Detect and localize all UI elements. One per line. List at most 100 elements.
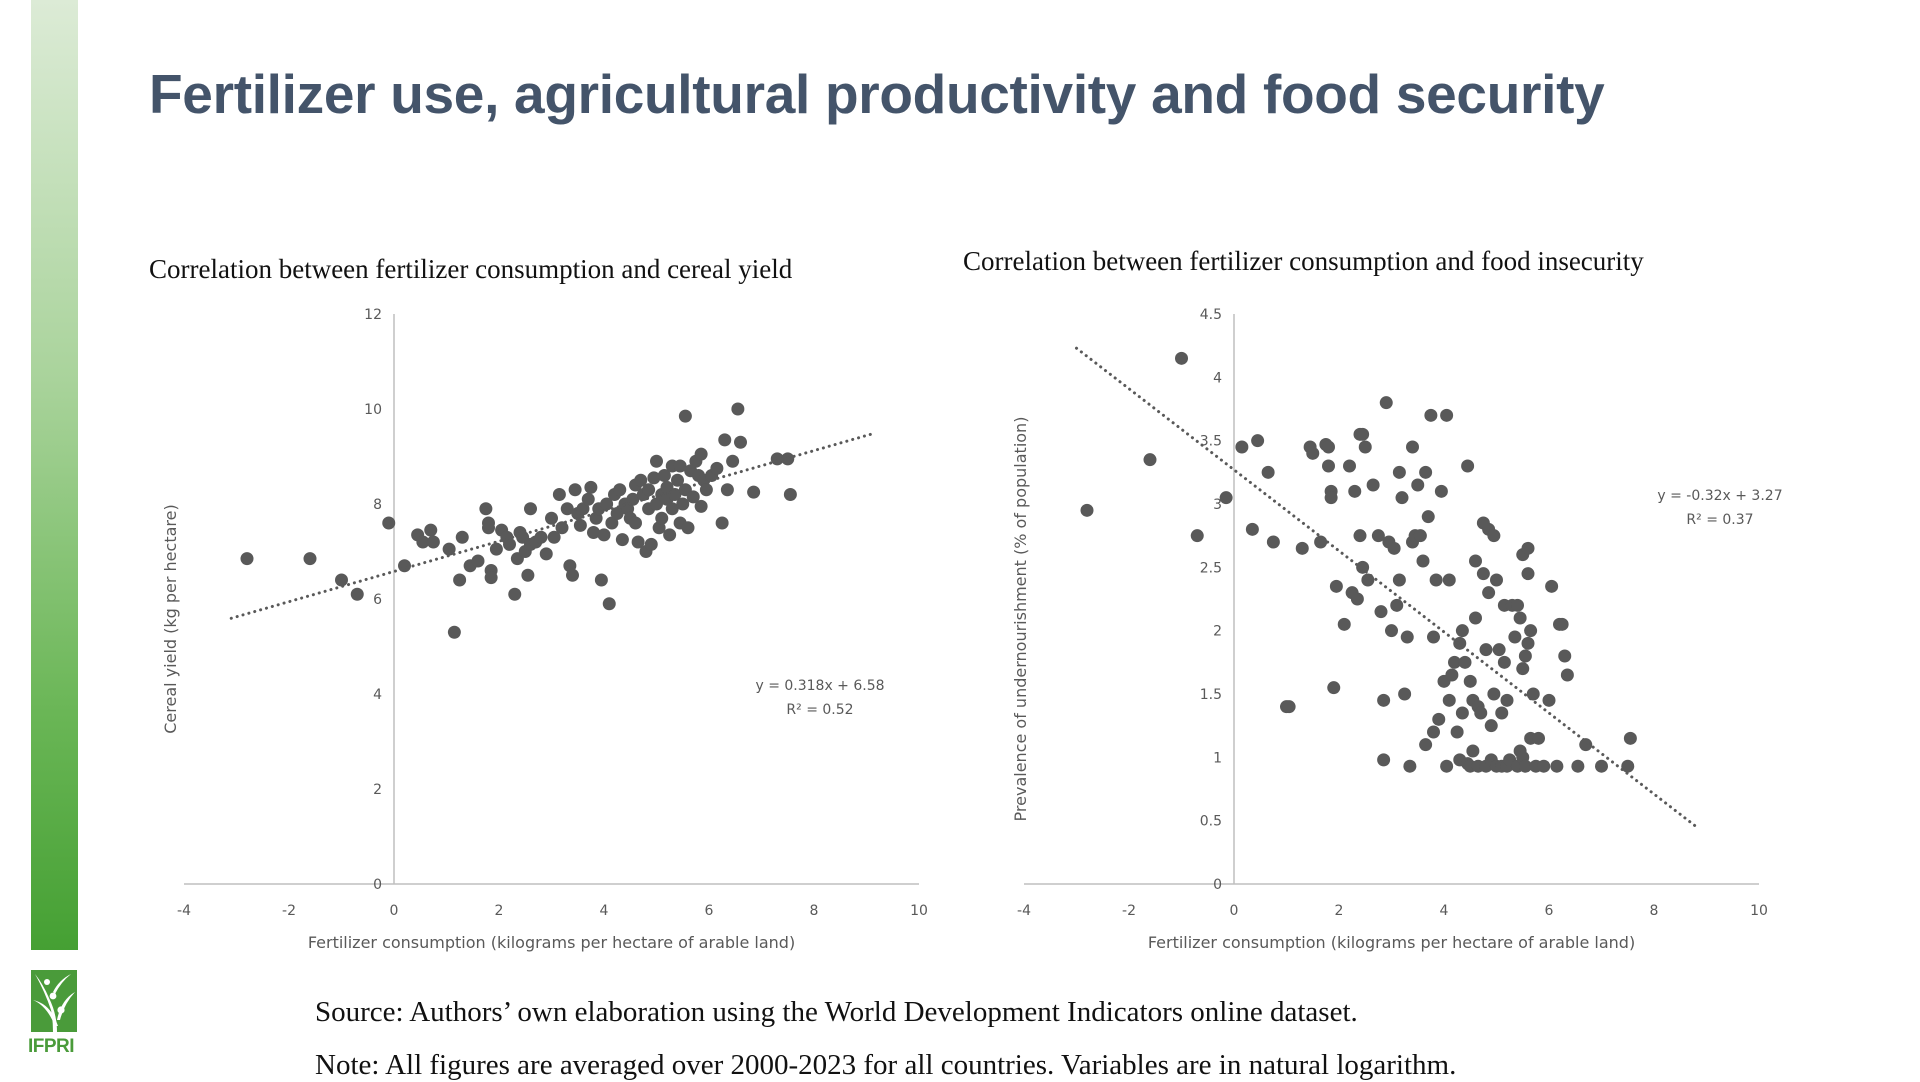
data-point — [676, 497, 690, 511]
data-point — [1356, 427, 1370, 441]
data-point — [1521, 636, 1535, 650]
y-tick-label: 4.5 — [1200, 307, 1222, 323]
data-point — [783, 488, 797, 501]
data-point — [1266, 535, 1280, 549]
data-point — [673, 459, 687, 473]
data-point — [453, 573, 467, 587]
data-point — [1532, 731, 1545, 745]
data-point — [1390, 598, 1404, 612]
data-point — [503, 537, 516, 551]
plant-icon — [33, 974, 75, 1032]
data-point — [1474, 706, 1488, 720]
data-point — [1469, 611, 1482, 625]
data-point — [1490, 573, 1503, 587]
data-point — [747, 485, 761, 499]
data-point — [1487, 687, 1501, 701]
scatter-chart-food-insecurity: -4 -2 0 2 4 6 8 10 0 0.5 1 1.5 2 2.5 3 3.5 4 4.5 Fertilize… — [1011, 307, 1783, 952]
x-tick-label: -2 — [1122, 903, 1136, 919]
data-point — [1463, 674, 1477, 688]
data-point — [1579, 738, 1593, 752]
data-point — [1479, 643, 1493, 657]
data-point — [1395, 491, 1409, 505]
data-point — [1448, 655, 1461, 669]
x-tick-label: -4 — [177, 903, 191, 919]
data-point — [699, 483, 713, 497]
data-point — [1379, 396, 1393, 410]
data-point — [508, 587, 522, 601]
data-point — [1511, 598, 1524, 612]
chart-title-cereal-yield: Correlation between fertilizer consumpti… — [149, 254, 793, 284]
data-point — [587, 526, 600, 539]
x-axis-title: Fertilizer consumption (kilograms per he… — [308, 933, 795, 952]
data-point — [1143, 453, 1157, 467]
data-point — [581, 492, 595, 506]
data-point — [1571, 759, 1585, 773]
x-tick-label: -4 — [1017, 903, 1031, 919]
data-point — [1371, 529, 1385, 543]
data-point — [600, 497, 614, 511]
data-point — [1558, 649, 1572, 663]
data-point — [489, 542, 503, 556]
data-point — [1469, 554, 1482, 568]
data-point — [731, 402, 745, 416]
data-point — [1337, 617, 1351, 631]
data-point — [1348, 484, 1362, 498]
data-point — [1358, 440, 1372, 454]
data-point — [1398, 687, 1412, 701]
data-point — [1329, 579, 1343, 593]
slide-title: Fertilizer use, agricultural productivit… — [149, 63, 1605, 125]
x-tick-label: 4 — [1440, 903, 1449, 919]
data-point — [1482, 586, 1496, 600]
data-point — [455, 530, 469, 544]
data-point — [479, 502, 493, 516]
data-point — [545, 511, 558, 525]
x-tick-label: 10 — [910, 903, 928, 919]
data-point — [657, 469, 671, 482]
data-point — [1487, 529, 1501, 543]
data-point — [681, 521, 695, 535]
y-axis-title: Prevalence of undernourishment (% of pop… — [1011, 417, 1030, 822]
data-point — [1492, 643, 1506, 657]
y-tick-label: 2 — [373, 782, 382, 798]
data-point — [1450, 725, 1464, 739]
data-point — [1461, 459, 1475, 473]
data-point — [1374, 605, 1388, 619]
data-point — [1500, 693, 1514, 707]
source-note: Source: Authors’ own elaboration using t… — [315, 996, 1358, 1028]
data-point — [1282, 700, 1296, 714]
data-point — [573, 518, 587, 532]
data-point — [1261, 465, 1275, 479]
data-point — [1385, 624, 1398, 638]
data-point — [655, 511, 669, 525]
y-axis-title: Cereal yield (kg per hectare) — [161, 504, 180, 733]
data-point — [524, 502, 537, 516]
data-point — [350, 587, 364, 601]
x-tick-label: 6 — [705, 903, 714, 919]
data-point — [718, 433, 732, 447]
data-point — [647, 471, 661, 485]
data-point — [1445, 668, 1459, 682]
data-point — [1526, 687, 1540, 701]
data-point — [1424, 408, 1438, 422]
data-point — [726, 454, 740, 468]
x-tick-label: 2 — [1335, 903, 1344, 919]
data-point — [521, 568, 535, 582]
data-point — [534, 530, 548, 544]
data-point — [1392, 465, 1406, 479]
data-point — [447, 625, 461, 639]
data-point — [1516, 662, 1530, 676]
data-point — [568, 483, 582, 497]
data-point — [566, 568, 579, 582]
data-point — [1413, 529, 1427, 543]
y-tick-label: 1 — [1213, 750, 1222, 766]
data-point — [1327, 681, 1341, 695]
x-tick-label: 6 — [1545, 903, 1554, 919]
data-point — [671, 473, 684, 487]
data-point — [240, 552, 254, 566]
data-point — [631, 535, 645, 549]
data-point — [1403, 759, 1417, 773]
data-point — [1555, 617, 1569, 631]
data-point — [1455, 624, 1469, 638]
data-point — [1245, 522, 1259, 536]
